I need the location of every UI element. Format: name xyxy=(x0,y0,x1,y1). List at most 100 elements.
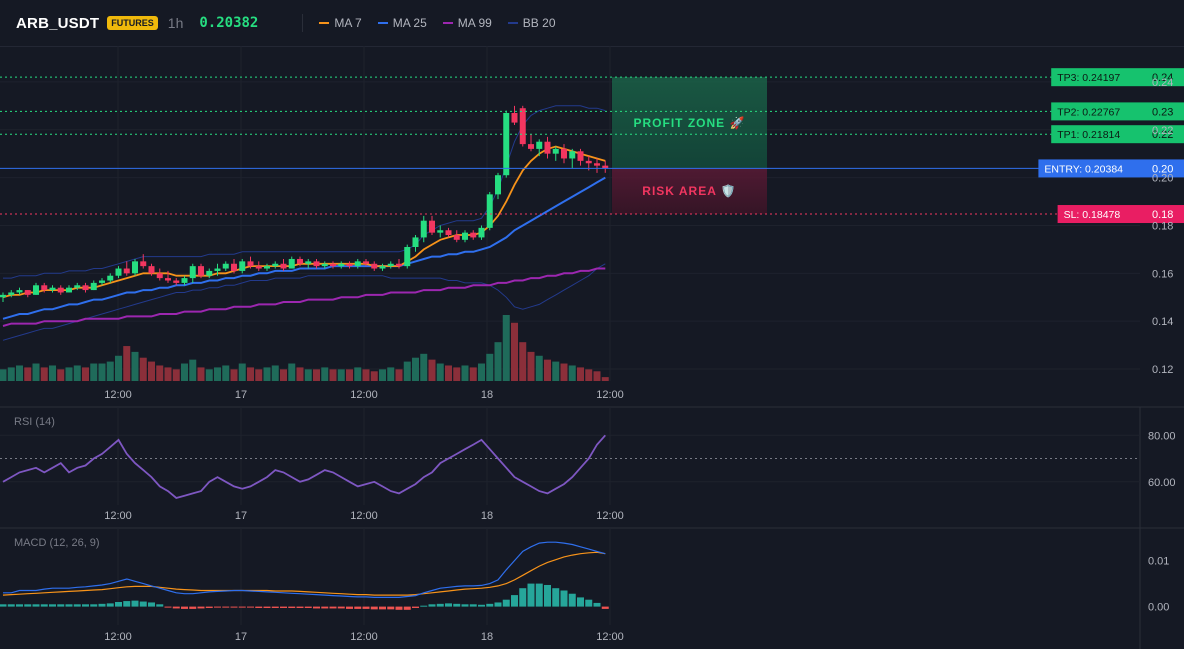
candle-body xyxy=(569,151,576,159)
macd-histogram-bar xyxy=(568,593,576,607)
rsi-axis-label: 60.00 xyxy=(1148,477,1176,489)
candle-body xyxy=(404,247,411,267)
candle-body xyxy=(561,148,567,159)
time-axis-label: 17 xyxy=(235,631,247,643)
entry-level-label: ENTRY: 0.20384 xyxy=(1044,163,1123,175)
volume-bar xyxy=(90,363,98,381)
macd-histogram-bar xyxy=(32,604,40,607)
volume-bar xyxy=(131,351,139,381)
volume-bar xyxy=(544,359,551,381)
trade-zones: PROFIT ZONE 🚀 RISK AREA 🛡️ xyxy=(612,77,767,215)
volume-bar xyxy=(230,369,238,381)
time-axis-label: 18 xyxy=(481,631,493,643)
macd-histogram-bar xyxy=(57,604,65,607)
tp2-level-label: TP2: 0.22767 xyxy=(1057,106,1120,118)
bb-upper-line xyxy=(3,105,606,279)
macd-histogram-bar xyxy=(412,606,419,608)
volume-bar xyxy=(205,369,213,381)
volume-bar xyxy=(568,365,576,381)
macd-histogram-bar xyxy=(387,606,395,610)
candle-body xyxy=(288,258,295,269)
macd-histogram-bar xyxy=(436,603,444,607)
time-axis-label: 12:00 xyxy=(596,631,624,643)
candle-body xyxy=(231,263,237,271)
volume-bar xyxy=(24,367,32,381)
candle-body xyxy=(470,232,477,238)
macd-histogram-bar xyxy=(7,604,15,607)
candle-body xyxy=(16,290,23,293)
volume-bar xyxy=(280,369,287,381)
candle-body xyxy=(503,113,510,176)
candle-body xyxy=(330,263,336,267)
macd-histogram-bar xyxy=(181,606,188,609)
macd-histogram-bar xyxy=(544,584,551,607)
grid-lines xyxy=(0,46,1140,625)
macd-histogram-bar xyxy=(519,588,527,607)
candle-body xyxy=(453,235,460,240)
legend-label: BB 20 xyxy=(522,16,556,30)
symbol-name[interactable]: ARB_USDT xyxy=(16,14,100,32)
macd-signal-line xyxy=(2,551,606,596)
volume-bar xyxy=(255,369,263,381)
volume-bar xyxy=(527,351,535,381)
candle-body xyxy=(585,160,592,164)
macd-histogram-bar xyxy=(313,606,320,609)
volume-bar xyxy=(478,363,485,381)
legend-swatch xyxy=(507,22,518,24)
candle-body xyxy=(24,290,31,295)
candle-body xyxy=(132,261,138,274)
macd-label: MACD (12, 26, 9) xyxy=(14,537,100,549)
volume-bar xyxy=(370,371,378,381)
candle-body xyxy=(420,220,427,238)
macd-histogram-bar xyxy=(82,604,89,607)
candle-body xyxy=(33,285,39,295)
candle-body xyxy=(239,261,246,271)
tp3-level-label: TP3: 0.24197 xyxy=(1057,72,1120,84)
legend-item[interactable]: MA 7 xyxy=(319,16,362,30)
macd-histogram-bar xyxy=(271,606,279,608)
legend-item[interactable]: BB 20 xyxy=(507,16,556,30)
volume-bar xyxy=(494,342,502,381)
legend-item[interactable]: MA 99 xyxy=(442,16,492,30)
time-axis-label: 12:00 xyxy=(104,389,132,401)
macd-histogram-bar xyxy=(238,606,246,608)
candle-body xyxy=(519,108,526,145)
macd-histogram-bar xyxy=(172,606,180,609)
macd-histogram-bar xyxy=(403,606,411,610)
candle-body xyxy=(66,287,72,293)
macd-histogram-bar xyxy=(197,606,205,609)
volume-bar xyxy=(502,315,510,381)
sl-axis-label: 0.18 xyxy=(1152,209,1173,221)
macd-histogram-bar xyxy=(577,597,584,607)
macd-histogram-bar xyxy=(0,604,7,607)
volume-bar xyxy=(403,361,411,381)
macd-histogram-bar xyxy=(106,603,114,607)
rsi-line xyxy=(2,434,606,499)
macd-histogram-bar xyxy=(346,606,353,609)
macd-histogram-bar xyxy=(453,603,461,607)
volume-bar xyxy=(222,365,230,381)
rsi-axis-label: 80.00 xyxy=(1148,430,1176,442)
profit-zone-label: PROFIT ZONE 🚀 xyxy=(634,116,746,130)
tp2-level-tag xyxy=(1051,102,1140,121)
macd-histogram-bar xyxy=(337,606,345,609)
legend-item[interactable]: MA 25 xyxy=(377,16,427,30)
time-axis-label: 17 xyxy=(235,389,247,401)
volume-bar xyxy=(247,367,254,381)
timeframe-selector[interactable]: 1h xyxy=(167,15,184,31)
volume-bar xyxy=(453,367,461,381)
macd-histogram-bar xyxy=(156,604,164,607)
volume-bar xyxy=(271,365,279,381)
macd-histogram-bar xyxy=(123,601,131,607)
tp3-axis-label: 0.24 xyxy=(1152,72,1173,84)
volume-bar xyxy=(0,369,7,381)
volume-bar xyxy=(445,365,452,381)
header-divider xyxy=(302,14,304,32)
volume-bar xyxy=(469,367,477,381)
macd-histogram-bar xyxy=(486,603,494,607)
volume-bar xyxy=(354,367,362,381)
macd-histogram-bar xyxy=(560,590,568,607)
candle-body xyxy=(148,266,155,274)
candle-body xyxy=(214,268,221,271)
